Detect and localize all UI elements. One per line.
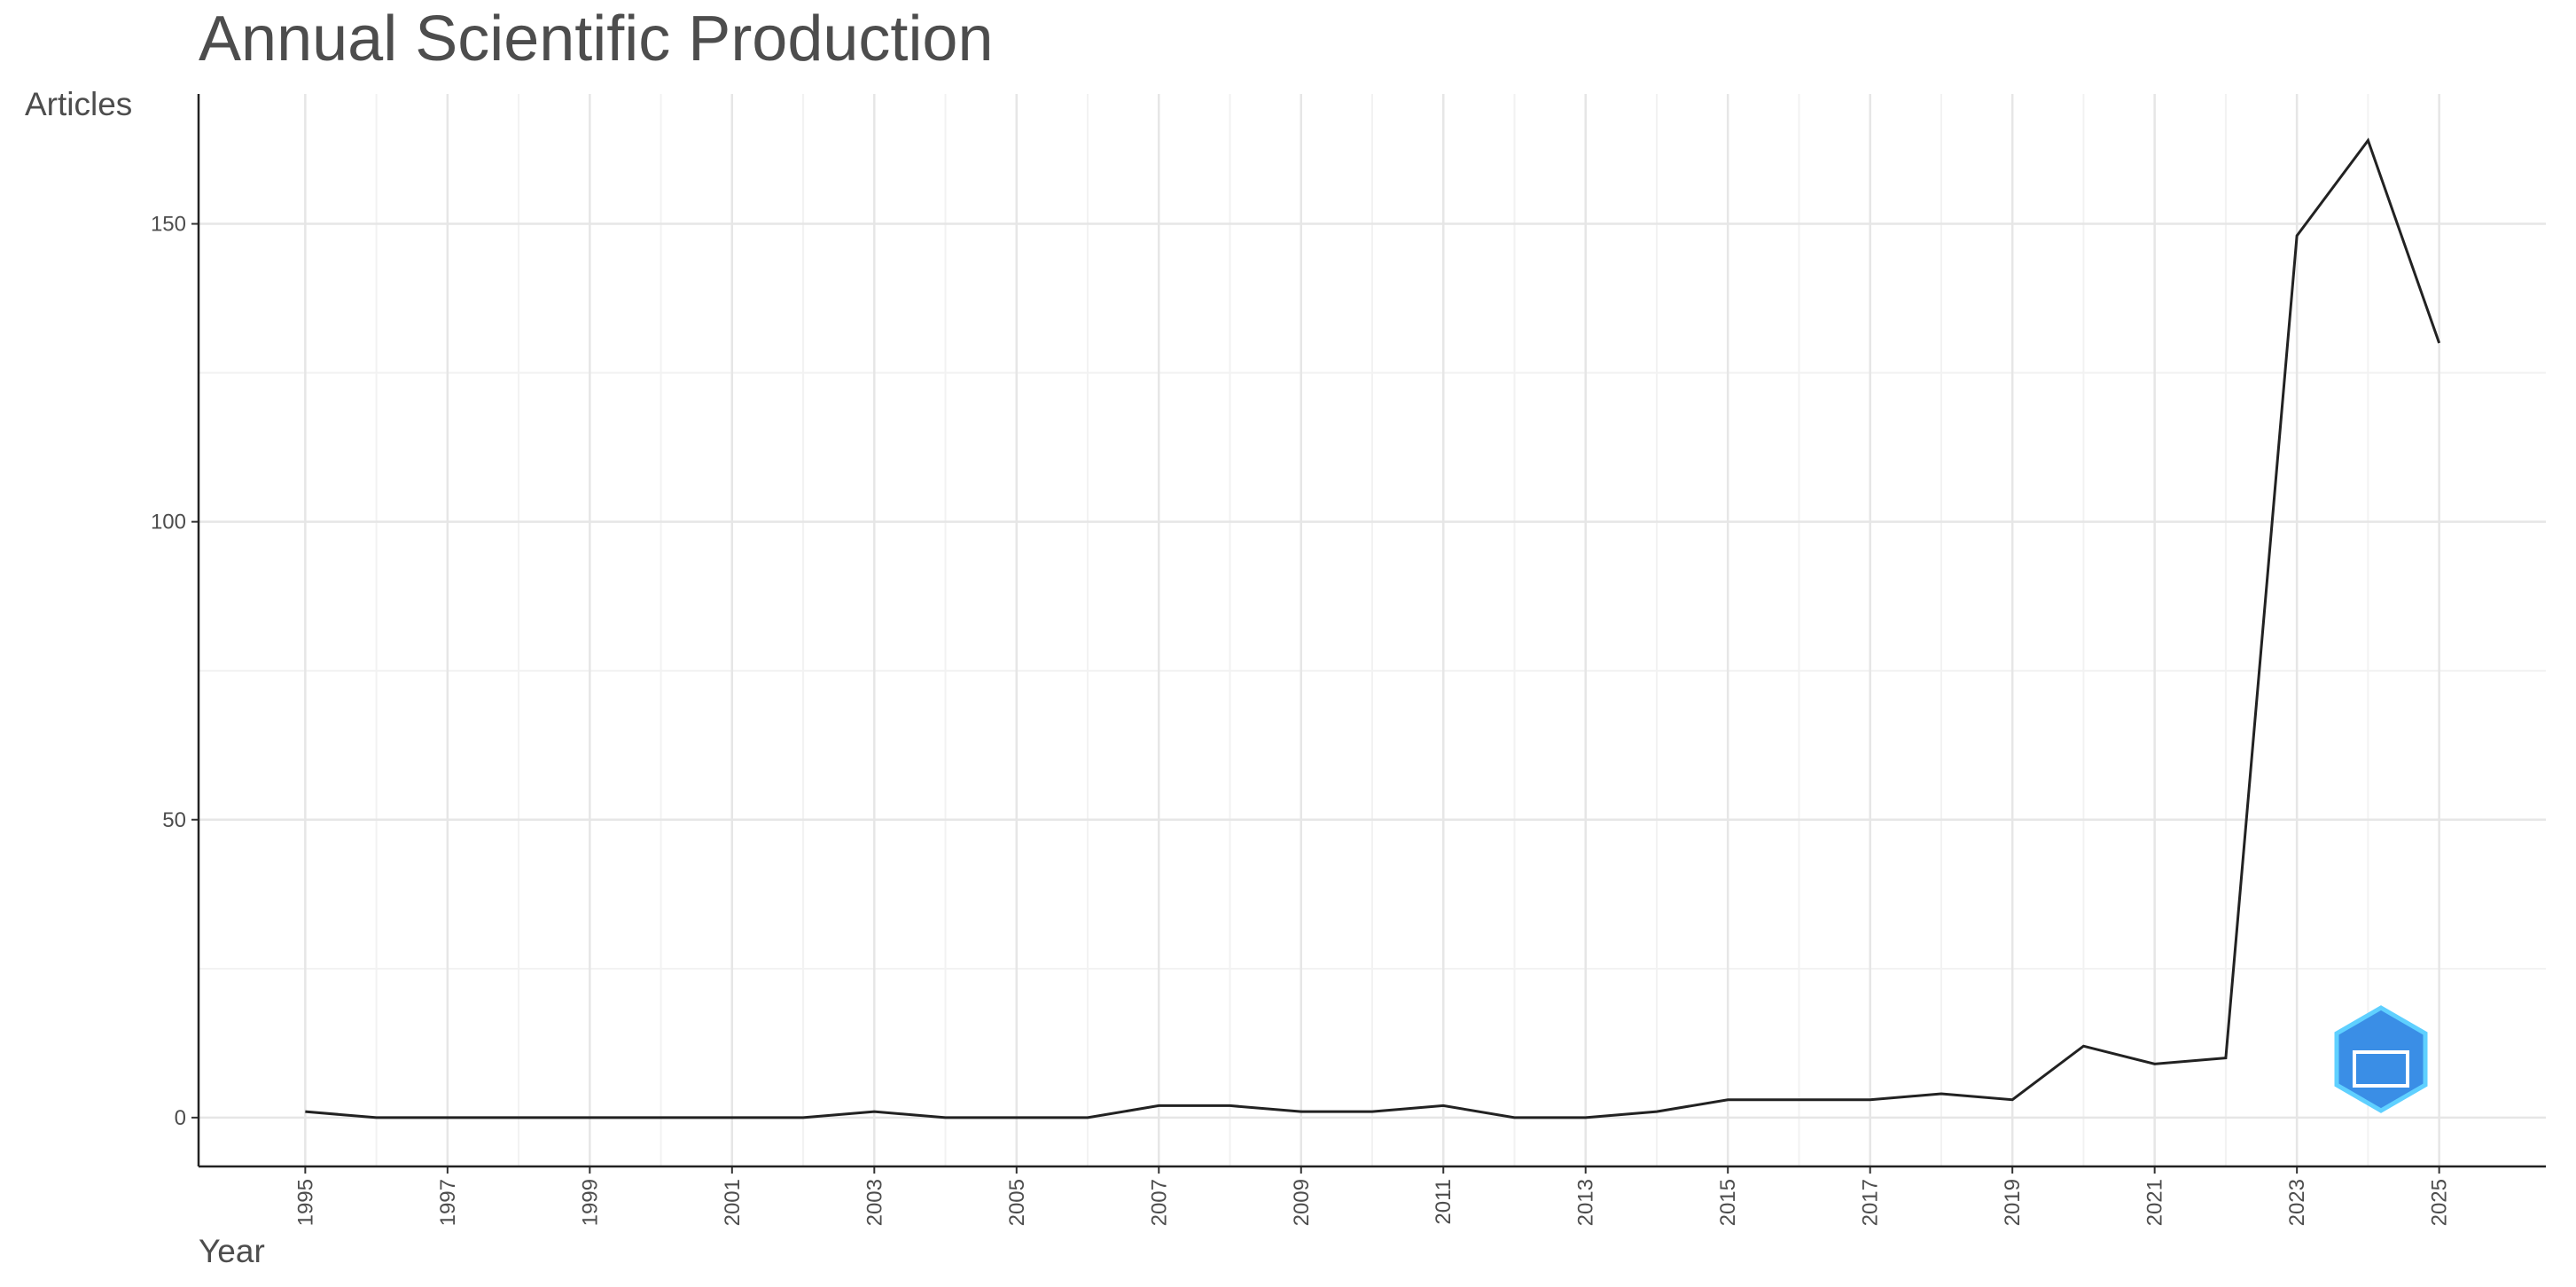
logo-icon bbox=[2353, 1050, 2409, 1088]
y-axis-label: Articles bbox=[25, 86, 132, 122]
x-tick-label: 2005 bbox=[1005, 1179, 1029, 1226]
x-tick-label: 2011 bbox=[1432, 1179, 1456, 1225]
x-tick-label: 2019 bbox=[2001, 1179, 2025, 1226]
x-tick-label: 2007 bbox=[1147, 1179, 1171, 1226]
x-tick-label: 2003 bbox=[863, 1179, 886, 1226]
grid bbox=[199, 94, 2546, 1166]
chart-title: Annual Scientific Production bbox=[199, 4, 994, 74]
y-tick-label: 50 bbox=[162, 808, 186, 832]
x-tick-label: 2017 bbox=[1859, 1179, 1883, 1226]
x-axis-label: Year bbox=[199, 1233, 265, 1269]
y-tick-label: 150 bbox=[151, 213, 186, 237]
line-series bbox=[305, 137, 2441, 1119]
x-tick-label: 1999 bbox=[578, 1179, 602, 1226]
y-tick-label: 100 bbox=[151, 511, 186, 534]
y-tick-label: 0 bbox=[175, 1106, 186, 1130]
plot bbox=[305, 137, 2441, 1119]
logo bbox=[2334, 1005, 2428, 1113]
x-tick-label: 2001 bbox=[721, 1179, 745, 1226]
x-tick-label: 2023 bbox=[2285, 1179, 2309, 1226]
x-tick-label: 2015 bbox=[1716, 1179, 1740, 1226]
x-tick-label: 1997 bbox=[436, 1179, 460, 1226]
x-tick-label: 1995 bbox=[293, 1179, 317, 1226]
x-tick-label: 2009 bbox=[1290, 1179, 1314, 1226]
x-tick-label: 2025 bbox=[2428, 1179, 2452, 1226]
x-tick-label: 2021 bbox=[2143, 1179, 2167, 1226]
x-tick-label: 2013 bbox=[1574, 1179, 1598, 1226]
logo-hexagon bbox=[2334, 1005, 2428, 1113]
